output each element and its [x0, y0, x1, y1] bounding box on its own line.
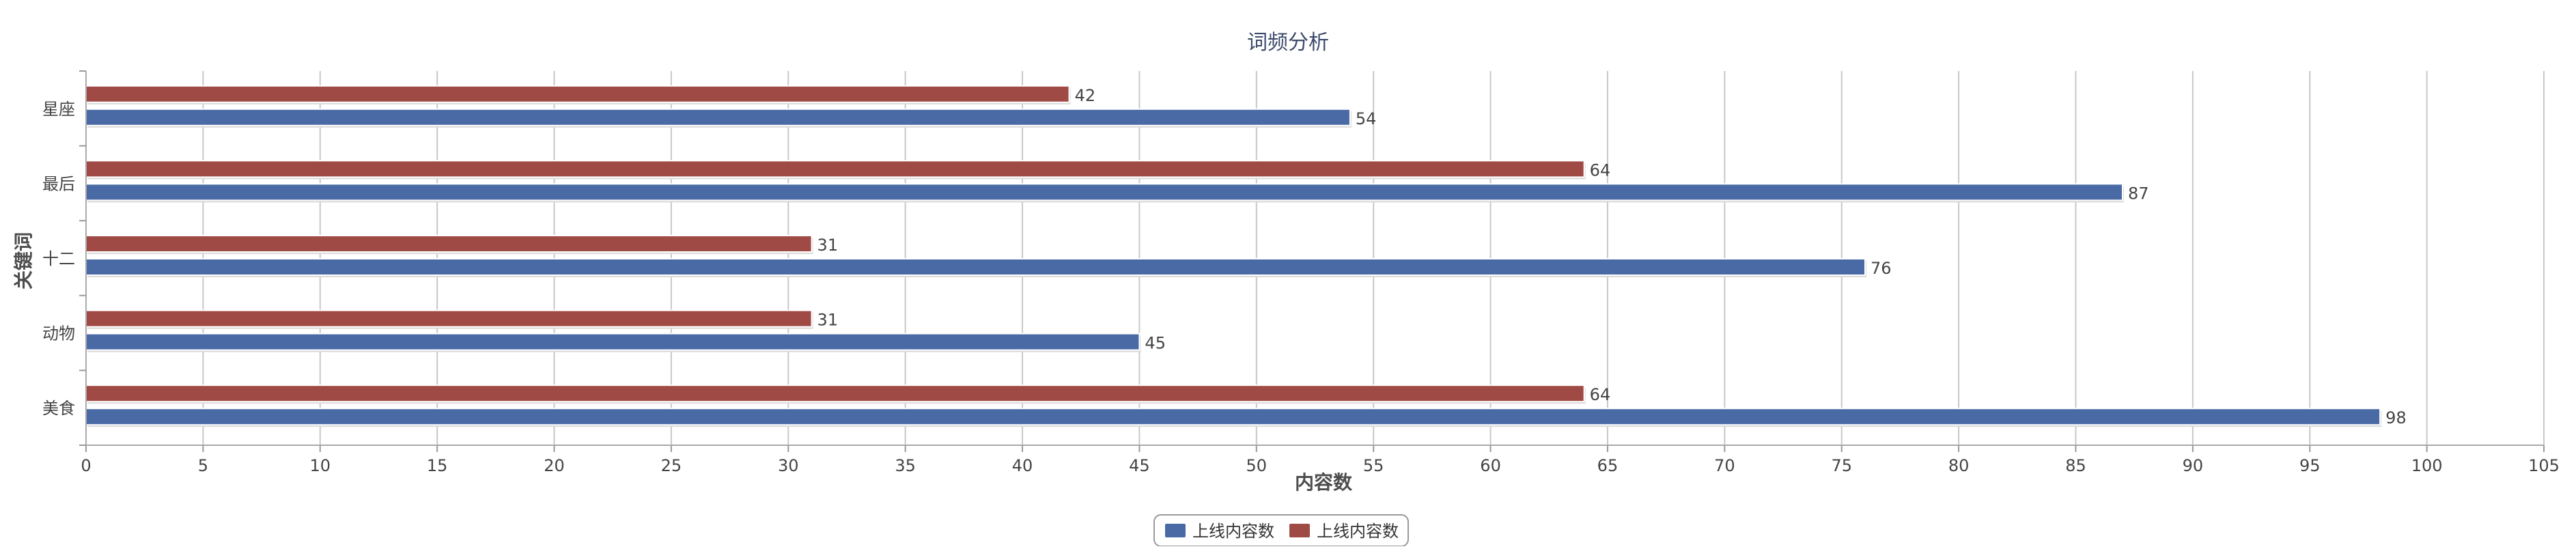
x-tick-label: 50 — [1246, 456, 1268, 475]
x-tick-label: 90 — [2183, 456, 2204, 475]
y-category-label: 最后 — [42, 174, 75, 193]
bar-series-2-2[interactable] — [85, 160, 1585, 178]
x-tick-label: 55 — [1363, 456, 1384, 475]
bar-series-1-1[interactable] — [85, 108, 1351, 126]
bars — [85, 85, 2382, 427]
x-tick-label: 95 — [2299, 456, 2321, 475]
x-tick-label: 80 — [1948, 456, 1970, 475]
x-tick-label: 75 — [1831, 456, 1852, 475]
x-tick-label: 10 — [309, 456, 331, 475]
legend-item-series-1[interactable]: 上线内容数 — [1165, 522, 1274, 541]
x-tick-label: 105 — [2528, 456, 2560, 475]
bar-series-2-4[interactable] — [85, 309, 813, 328]
x-tick-label: 65 — [1597, 456, 1619, 475]
bar-series-1-5[interactable] — [85, 408, 2381, 426]
data-label: 45 — [1145, 334, 1166, 353]
x-tick-label: 20 — [544, 456, 565, 475]
axes: 0 5 10 15 20 25 30 35 40 45 50 55 60 65 70 75 80 85 90 95 10… — [42, 70, 2560, 475]
data-label: 64 — [1590, 160, 1611, 180]
x-tick-label: 85 — [2065, 456, 2086, 475]
data-label: 54 — [1356, 109, 1377, 128]
legend-label: 上线内容数 — [1192, 522, 1274, 541]
y-category-label: 十二 — [42, 249, 75, 268]
bar-series-1-2[interactable] — [85, 183, 2124, 201]
legend-swatch — [1289, 524, 1310, 537]
y-category-label: 星座 — [42, 100, 75, 119]
data-label: 31 — [817, 311, 839, 330]
bar-series-1-3[interactable] — [85, 258, 1866, 276]
data-label: 42 — [1075, 86, 1096, 105]
bar-series-2-3[interactable] — [85, 235, 813, 253]
x-tick-label: 5 — [198, 456, 208, 475]
x-tick-label: 100 — [2411, 456, 2443, 475]
data-label: 31 — [817, 236, 839, 255]
x-tick-label: 40 — [1012, 456, 1033, 475]
x-tick-label: 0 — [81, 456, 91, 475]
y-category-label: 动物 — [42, 324, 75, 343]
legend-label: 上线内容数 — [1317, 522, 1399, 541]
data-label: 87 — [2128, 184, 2149, 203]
x-tick-label: 60 — [1480, 456, 1501, 475]
bar-series-1-4[interactable] — [85, 333, 1140, 351]
chart-title: 词频分析 — [1247, 31, 1329, 55]
legend-item-series-2[interactable]: 上线内容数 — [1289, 522, 1399, 541]
y-category-label: 美食 — [42, 399, 75, 418]
data-label: 98 — [2385, 408, 2407, 427]
y-axis-title: 关键词 — [12, 232, 35, 290]
x-tick-label: 45 — [1129, 456, 1150, 475]
legend[interactable]: 上线内容数 上线内容数 — [1153, 514, 1409, 547]
x-tick-label: 35 — [895, 456, 916, 475]
data-label: 76 — [1871, 259, 1892, 278]
data-label: 64 — [1590, 385, 1611, 404]
bar-series-2-1[interactable] — [85, 85, 1070, 103]
x-axis-title: 内容数 — [1295, 471, 1353, 494]
legend-swatch — [1165, 524, 1186, 537]
x-tick-label: 30 — [778, 456, 799, 475]
x-tick-label: 25 — [661, 456, 682, 475]
bar-series-2-5[interactable] — [85, 384, 1585, 403]
x-tick-label: 15 — [427, 456, 448, 475]
data-labels: 42 54 64 87 31 76 31 45 64 98 — [817, 86, 2407, 427]
x-tick-label: 70 — [1714, 456, 1735, 475]
